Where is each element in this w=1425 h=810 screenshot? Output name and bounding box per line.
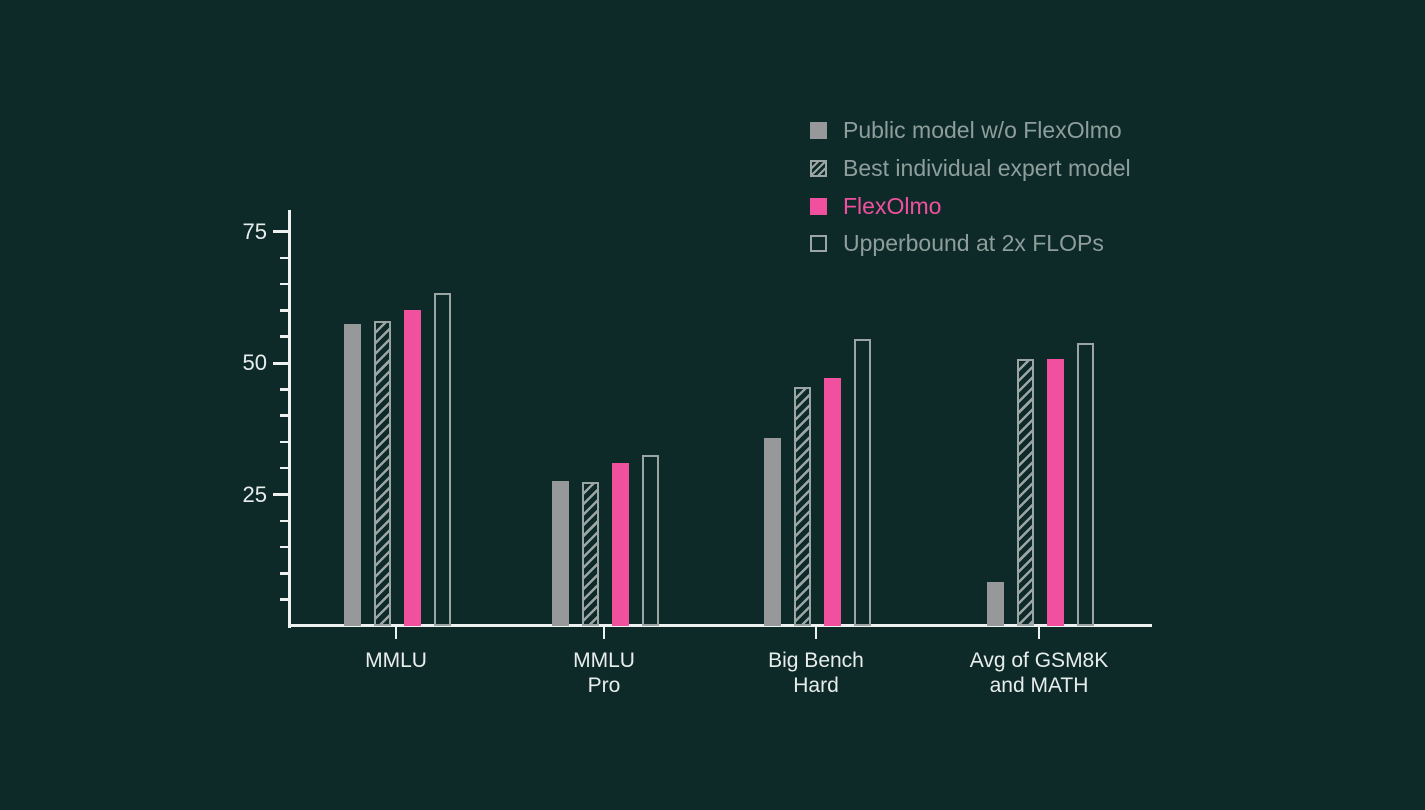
y-major-tick	[273, 361, 289, 365]
x-axis-line	[288, 624, 1152, 627]
y-major-tick	[273, 493, 289, 496]
y-minor-tick	[280, 572, 289, 575]
legend-swatch-outline-icon	[810, 235, 827, 253]
x-category-label-line: Hard	[793, 674, 839, 697]
y-minor-tick	[280, 598, 289, 601]
bar-upperbound-at-2x-flops-mmlu-pro	[642, 455, 659, 626]
x-axis-tick	[814, 627, 818, 639]
x-category-label-mmlu: MMLU	[296, 648, 496, 673]
legend-label: Upperbound at 2x FLOPs	[843, 230, 1104, 257]
x-category-label-avg-of-gsm8k-and-math: Avg of GSM8K and MATH	[939, 648, 1139, 698]
bar-best-individual-expert-model-big-bench-hard	[794, 387, 811, 626]
bar-flexolmo-big-bench-hard	[824, 378, 841, 626]
y-minor-tick	[280, 335, 289, 338]
x-category-label-line: and MATH	[989, 674, 1089, 697]
y-minor-tick	[280, 282, 289, 286]
bar-best-individual-expert-model-avg-of-gsm8k-and-math	[1017, 359, 1034, 626]
y-minor-tick	[280, 309, 289, 312]
legend-item-flexolmo: FlexOlmo	[810, 187, 1131, 225]
x-category-label-line: Avg of GSM8K	[969, 649, 1109, 672]
y-minor-tick	[280, 388, 289, 391]
y-major-tick	[273, 230, 289, 233]
legend-swatch-solid-pink-icon	[810, 197, 827, 215]
y-tick-label: 75	[242, 218, 267, 244]
legend-label: Public model w/o FlexOlmo	[843, 117, 1122, 144]
legend-item-best-individual-expert-model: Best individual expert model	[810, 150, 1131, 188]
x-axis-tick	[602, 627, 606, 639]
x-category-label-mmlu-pro: MMLU Pro	[504, 648, 704, 698]
x-category-label-big-bench-hard: Big Bench Hard	[716, 648, 916, 698]
y-tick-label: 25	[242, 481, 267, 507]
legend-label: FlexOlmo	[843, 192, 942, 219]
bar-flexolmo-avg-of-gsm8k-and-math	[1047, 359, 1064, 626]
x-axis-tick	[394, 627, 398, 639]
legend-item-public-model-w-o-flexolmo: Public model w/o FlexOlmo	[810, 112, 1131, 150]
bar-best-individual-expert-model-mmlu-pro	[582, 482, 599, 626]
y-tick-label: 50	[242, 350, 267, 375]
y-minor-tick	[280, 519, 289, 523]
bar-upperbound-at-2x-flops-mmlu	[434, 293, 451, 626]
legend-swatch-solid-gray-icon	[810, 122, 827, 140]
bar-best-individual-expert-model-mmlu	[374, 321, 391, 626]
bar-public-model-w-o-flexolmo-mmlu-pro	[552, 481, 569, 626]
y-minor-tick	[280, 414, 289, 417]
x-category-label-line: Big Bench	[768, 649, 864, 672]
x-category-label-line: Pro	[587, 674, 621, 697]
y-minor-tick	[280, 545, 289, 549]
bar-flexolmo-mmlu	[404, 310, 421, 626]
legend-item-upperbound-at-2x-flops: Upperbound at 2x FLOPs	[810, 225, 1131, 263]
legend-label: Best individual expert model	[843, 155, 1131, 182]
x-axis-tick	[1037, 627, 1041, 639]
y-minor-tick	[280, 466, 289, 470]
y-minor-tick	[280, 256, 289, 260]
legend-swatch-hatched-icon	[810, 160, 827, 178]
bar-upperbound-at-2x-flops-avg-of-gsm8k-and-math	[1077, 343, 1094, 626]
bar-flexolmo-mmlu-pro	[612, 463, 629, 626]
y-minor-tick	[280, 440, 289, 444]
chart-legend: Public model w/o FlexOlmo Best individual…	[810, 112, 1131, 263]
x-category-label-line: MMLU	[573, 649, 635, 672]
x-category-label-line: MMLU	[365, 649, 427, 672]
bar-upperbound-at-2x-flops-big-bench-hard	[854, 339, 871, 626]
bar-public-model-w-o-flexolmo-mmlu	[344, 324, 361, 626]
bar-public-model-w-o-flexolmo-avg-of-gsm8k-and-math	[987, 582, 1004, 626]
bar-public-model-w-o-flexolmo-big-bench-hard	[764, 438, 781, 626]
y-axis-line	[288, 210, 291, 628]
